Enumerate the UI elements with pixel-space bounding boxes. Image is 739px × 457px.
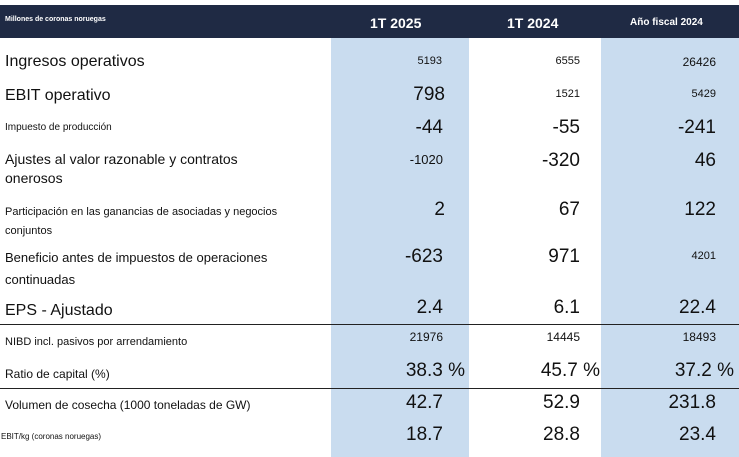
row-label: Ajustes al valor razonable y contratos o… [5,151,238,186]
value-fy-2024: 5429 [691,88,716,100]
value-1t-2024: 14445 [546,330,580,344]
row-label: EBIT operativo [5,87,111,104]
table-row: EBIT operativo 798 1521 5429 [0,84,739,108]
value-1t-2025: -1020 [409,152,443,167]
row-label: Impuesto de producción [5,122,112,133]
divider [0,324,739,325]
value-1t-2025: 42.7 [406,392,443,413]
row-label: Ingresos operativos [5,53,145,70]
value-1t-2024: 971 [548,246,580,267]
value-1t-2024: -55 [552,117,580,138]
table-row: Participación en las ganancias de asocia… [0,199,739,243]
value-1t-2025: 38.3 % [405,360,465,381]
table-row: Ingresos operativos 5193 6555 26426 [0,52,739,76]
value-1t-2024: -320 [541,150,580,171]
table-header: Millones de coronas noruegas 1T 2025 1T … [0,5,739,38]
table-row: Ajustes al valor razonable y contratos o… [0,150,739,190]
value-1t-2024: 67 [558,199,580,220]
value-1t-2024: 6555 [555,55,580,67]
value-1t-2025: 5193 [417,55,442,67]
value-fy-2024: 23.4 [679,424,716,445]
row-label: Beneficio antes de impuestos de operacio… [5,250,268,287]
table-row: Beneficio antes de impuestos de operacio… [0,246,739,287]
value-1t-2025: 2.4 [416,297,443,318]
value-fy-2024: 37.2 % [674,360,734,381]
col-header-1t-2024: 1T 2024 [507,15,559,31]
units-label: Millones de coronas noruegas [5,16,106,23]
divider [0,388,739,389]
table-row: NIBD incl. pasivos por arrendamiento 219… [0,330,739,352]
table-row: EBIT/kg (coronas noruegas) 18.7 28.8 23.… [0,424,739,450]
value-1t-2024: 6.1 [553,297,580,318]
value-1t-2024: 1521 [555,88,580,100]
value-fy-2024: 22.4 [679,297,716,318]
row-label: EBIT/kg (coronas noruegas) [1,432,102,441]
table-row: Volumen de cosecha (1000 toneladas de GW… [0,392,739,418]
column-shade-1t-2025 [331,38,469,457]
col-header-fy-2024: Año fiscal 2024 [630,17,703,28]
value-fy-2024: 18493 [682,330,716,344]
value-1t-2025: 798 [413,84,445,105]
value-1t-2024: 52.9 [543,392,580,413]
value-1t-2024: 28.8 [543,424,580,445]
value-1t-2025: -623 [404,246,443,267]
value-fy-2024: -241 [677,117,716,138]
value-1t-2025: 18.7 [406,424,443,445]
col-header-1t-2025: 1T 2025 [370,15,422,31]
value-1t-2025: 21976 [409,330,443,344]
row-label: Volumen de cosecha (1000 toneladas de GW… [5,398,251,412]
value-fy-2024: 46 [694,150,716,171]
value-fy-2024: 231.8 [668,392,716,413]
table-row: EPS - Ajustado 2.4 6.1 22.4 [0,297,739,321]
value-1t-2025: 2 [434,199,445,220]
table-row: Impuesto de producción -44 -55 -241 [0,117,739,141]
value-1t-2024: 45.7 % [540,360,600,381]
value-1t-2025: -44 [415,117,443,138]
value-fy-2024: 122 [684,199,716,220]
row-label: EPS - Ajustado [5,302,113,319]
row-label: Ratio de capital (%) [5,367,110,381]
value-fy-2024: 4201 [691,250,716,262]
column-shade-fy-2024 [601,38,739,457]
row-label: NIBD incl. pasivos por arrendamiento [5,336,188,348]
table-row: Ratio de capital (%) 38.3 % 45.7 % 37.2 … [0,360,739,386]
value-fy-2024: 26426 [682,55,716,69]
row-label: Participación en las ganancias de asocia… [5,206,278,237]
